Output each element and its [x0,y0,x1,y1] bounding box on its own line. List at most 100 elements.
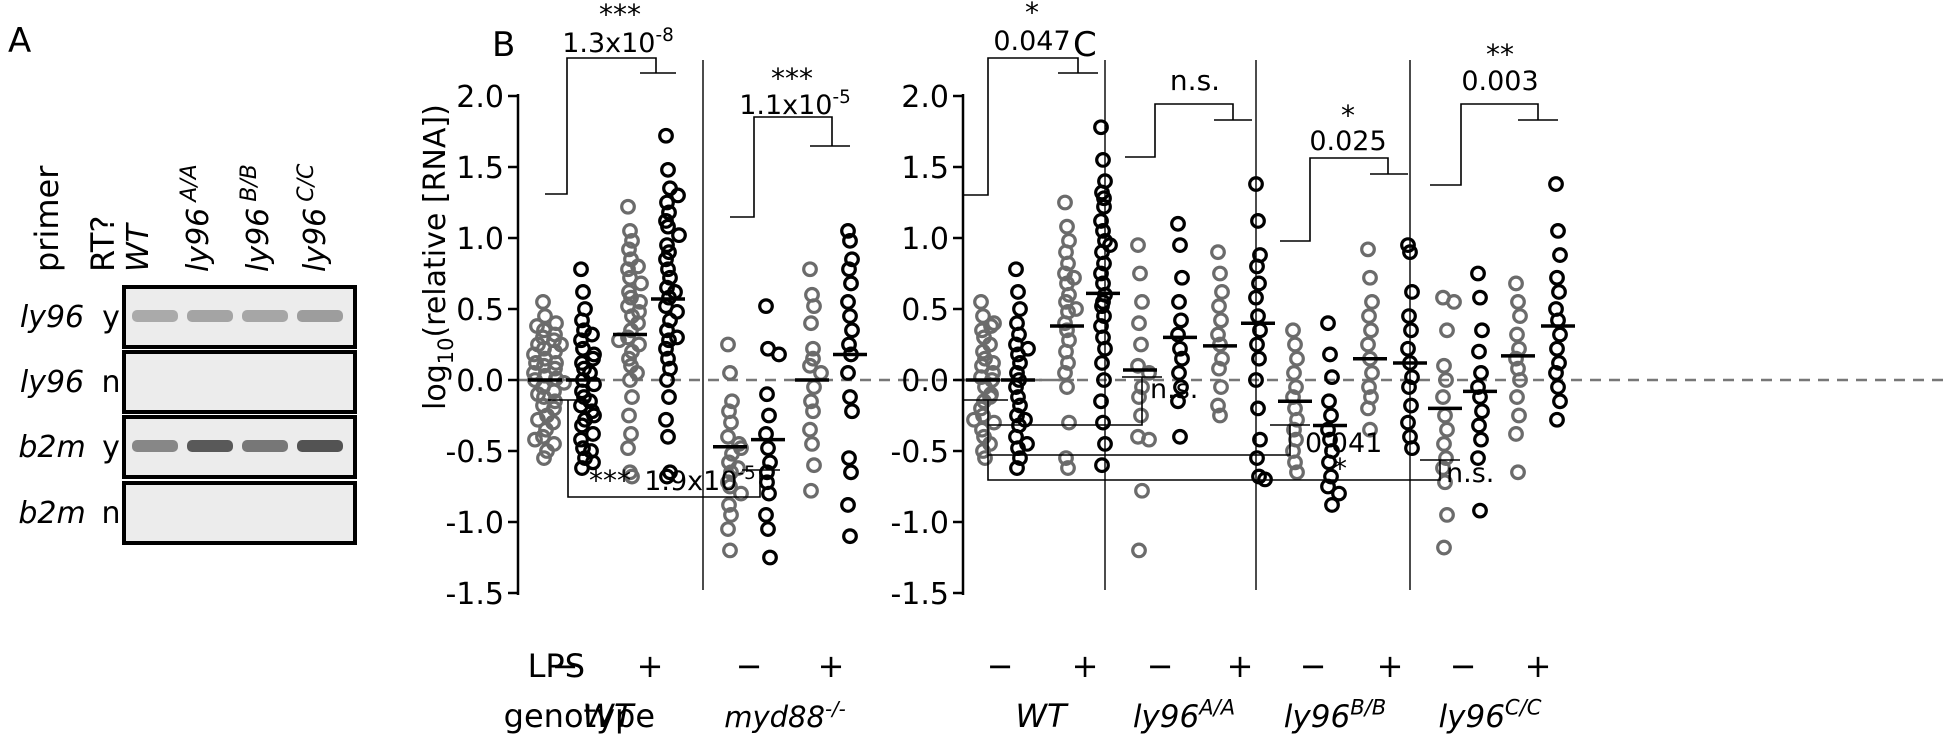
data-point [1474,403,1490,420]
comparison-pvalue: n.s. [1150,374,1198,405]
data-point [621,350,637,367]
data-point [1403,322,1419,339]
data-point [535,428,551,445]
data-point [1059,379,1075,396]
data-point [1400,340,1416,357]
data-point [658,127,674,144]
y-tick-label: -1.0 [445,506,504,541]
data-point [585,350,601,367]
data-point [575,440,591,457]
data-point [986,315,1002,332]
data-point [975,343,991,360]
data-point [1172,237,1188,254]
data-point [1435,389,1451,405]
data-point [1322,346,1338,363]
comparison-bracket [545,57,676,195]
data-point [671,227,687,244]
data-point [842,232,858,249]
data-point [973,294,989,310]
group-points [1320,315,1347,513]
panel-c-label: C [1073,25,1097,65]
data-point [1436,436,1452,452]
comparison-bracket [988,376,1162,426]
data-point [722,365,738,381]
y-tick-label: 0.5 [456,293,504,328]
data-point [840,222,856,239]
lps-sign: + [637,647,664,685]
y-tick-label: 2.0 [901,80,949,115]
data-point [720,336,736,353]
data-point [633,275,649,292]
data-point [842,308,858,325]
data-point [1552,247,1568,263]
data-point [1362,269,1378,286]
gel-row: ly96 n [20,350,357,414]
data-point [804,436,820,452]
data-point [1550,222,1566,239]
data-point [1250,308,1266,325]
row-primer: ly96 [20,365,84,400]
data-point [1102,237,1118,254]
data-point [1249,336,1265,353]
group-points [758,298,787,566]
data-point [662,180,678,197]
data-point [582,393,598,410]
data-point [1508,426,1524,442]
data-point [1020,340,1036,357]
data-point [620,440,636,457]
y-tick-label: 0.0 [901,364,949,399]
data-point [1132,265,1148,282]
comparison-bracket [1125,103,1252,158]
comparison-bracket [548,399,780,498]
data-point [1250,400,1266,417]
data-point [620,261,636,278]
data-point [1210,397,1226,414]
data-point [805,350,821,367]
data-point [721,497,737,513]
lane-header: ly96A/A [177,164,216,272]
data-point [982,389,998,405]
data-point [1211,360,1227,377]
data-point [574,312,590,329]
lane-headers: WT ly96A/A ly96B/B ly96C/C [121,163,333,272]
data-point [630,258,646,275]
data-point [720,428,736,445]
data-point [722,478,738,495]
panel-b: B log10(relative [RNA]) 2.0 1.5 1.0 0.5 0.0 -… [418,0,1074,735]
data-point [1436,357,1452,374]
data-point [632,294,648,310]
comparison-pvalue: 0.025 [1309,126,1386,157]
data-point [621,241,637,258]
data-point [1364,365,1380,381]
y-tick-label: 1.0 [456,222,504,257]
data-point [1170,393,1186,410]
comparison-pvalue: 1.1x10-5 [739,87,851,121]
data-point [1364,294,1380,310]
data-point [803,393,819,410]
data-point [803,315,819,332]
data-point [1096,198,1112,215]
group-points [966,294,1002,467]
lps-sign: − [1450,647,1477,685]
data-point [1057,315,1073,332]
data-point [1130,357,1146,374]
y-tick-label: -1.5 [890,577,949,612]
data-point [1550,379,1566,396]
gel-band [132,310,178,322]
data-point [802,421,818,438]
data-point [660,261,676,278]
lps-sign: − [1147,647,1174,685]
data-point [1439,322,1455,339]
gel-row: b2m n [18,481,357,545]
data-point [1171,365,1187,381]
data-point [1511,407,1527,424]
data-point [722,542,738,559]
data-point [843,464,859,481]
data-point [660,161,676,178]
header-primer: primer [28,165,66,272]
data-point [760,521,776,537]
data-point [1131,389,1147,405]
data-point [1210,244,1226,261]
data-point [975,308,991,325]
data-point [659,237,675,254]
